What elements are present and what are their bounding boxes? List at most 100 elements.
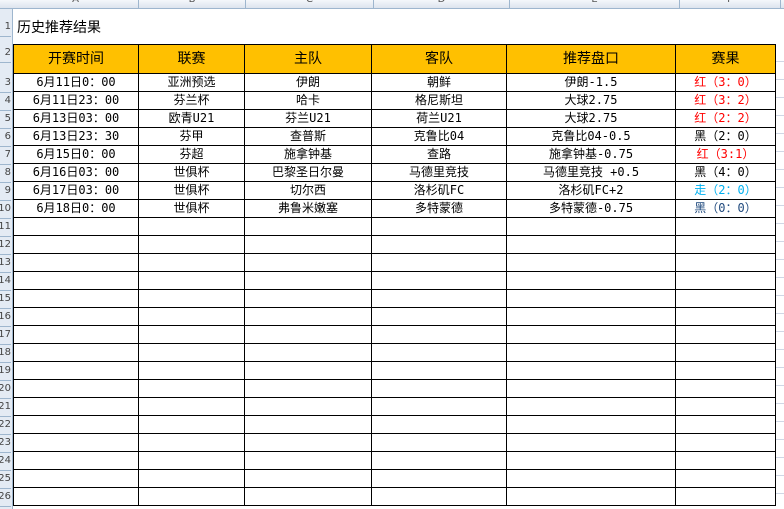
- empty-cell[interactable]: [138, 253, 245, 272]
- row-number[interactable]: 2: [0, 44, 11, 63]
- table-cell[interactable]: 6月16日03：00: [13, 163, 139, 182]
- empty-cell[interactable]: [371, 415, 507, 434]
- empty-cell[interactable]: [675, 433, 776, 452]
- row-number[interactable]: 24: [0, 452, 11, 471]
- empty-cell[interactable]: [244, 271, 372, 290]
- column-header-b[interactable]: B: [139, 0, 246, 8]
- table-cell[interactable]: 芬兰杯: [138, 91, 245, 110]
- empty-cell[interactable]: [371, 217, 507, 236]
- empty-cell[interactable]: [138, 271, 245, 290]
- empty-cell[interactable]: [244, 307, 372, 326]
- row-number[interactable]: 1: [0, 18, 11, 37]
- empty-cell[interactable]: [13, 397, 139, 416]
- table-cell[interactable]: 伊朗: [244, 73, 372, 92]
- empty-cell[interactable]: [13, 361, 139, 380]
- empty-cell[interactable]: [244, 253, 372, 272]
- empty-cell[interactable]: [675, 415, 776, 434]
- table-cell[interactable]: 多特蒙德-0.75: [506, 199, 676, 218]
- empty-cell[interactable]: [138, 433, 245, 452]
- empty-cell[interactable]: [13, 235, 139, 254]
- empty-cell[interactable]: [371, 487, 507, 506]
- empty-cell[interactable]: [244, 343, 372, 362]
- empty-cell[interactable]: [244, 289, 372, 308]
- table-cell[interactable]: 芬甲: [138, 127, 245, 146]
- result-cell[interactable]: 红（3：0）: [675, 73, 776, 92]
- table-cell[interactable]: 世俱杯: [138, 181, 245, 200]
- empty-cell[interactable]: [371, 397, 507, 416]
- empty-cell[interactable]: [138, 235, 245, 254]
- empty-cell[interactable]: [506, 307, 676, 326]
- result-cell[interactable]: 红（2：2）: [675, 109, 776, 128]
- empty-cell[interactable]: [675, 469, 776, 488]
- table-cell[interactable]: 6月18日0：00: [13, 199, 139, 218]
- row-number[interactable]: 23: [0, 434, 11, 453]
- empty-cell[interactable]: [371, 289, 507, 308]
- empty-cell[interactable]: [675, 379, 776, 398]
- row-number[interactable]: 18: [0, 344, 11, 363]
- column-header-d[interactable]: D: [374, 0, 510, 8]
- table-cell[interactable]: 芬超: [138, 145, 245, 164]
- empty-cell[interactable]: [371, 235, 507, 254]
- empty-cell[interactable]: [138, 307, 245, 326]
- empty-cell[interactable]: [244, 415, 372, 434]
- empty-cell[interactable]: [506, 235, 676, 254]
- table-cell[interactable]: 查普斯: [244, 127, 372, 146]
- column-header-f[interactable]: F: [680, 0, 781, 8]
- result-cell[interactable]: 走（2：0）: [675, 181, 776, 200]
- table-cell[interactable]: 荷兰U21: [371, 109, 507, 128]
- result-cell[interactable]: 黑（2：0）: [675, 127, 776, 146]
- empty-cell[interactable]: [244, 433, 372, 452]
- row-number[interactable]: 16: [0, 308, 11, 327]
- table-cell[interactable]: 克鲁比04: [371, 127, 507, 146]
- empty-cell[interactable]: [675, 289, 776, 308]
- empty-cell[interactable]: [13, 433, 139, 452]
- empty-cell[interactable]: [506, 397, 676, 416]
- header-cell[interactable]: 主队: [244, 44, 372, 74]
- row-number[interactable]: 25: [0, 470, 11, 489]
- empty-cell[interactable]: [506, 487, 676, 506]
- empty-cell[interactable]: [138, 379, 245, 398]
- row-number[interactable]: 10: [0, 200, 11, 219]
- column-header-c[interactable]: C: [246, 0, 374, 8]
- empty-cell[interactable]: [244, 235, 372, 254]
- table-cell[interactable]: 6月13日23：30: [13, 127, 139, 146]
- empty-cell[interactable]: [138, 343, 245, 362]
- empty-cell[interactable]: [675, 217, 776, 236]
- empty-cell[interactable]: [506, 415, 676, 434]
- empty-cell[interactable]: [371, 343, 507, 362]
- header-cell[interactable]: 联赛: [138, 44, 245, 74]
- empty-cell[interactable]: [675, 307, 776, 326]
- empty-cell[interactable]: [138, 289, 245, 308]
- empty-cell[interactable]: [371, 325, 507, 344]
- table-cell[interactable]: 查路: [371, 145, 507, 164]
- empty-cell[interactable]: [244, 361, 372, 380]
- table-cell[interactable]: 巴黎圣日尔曼: [244, 163, 372, 182]
- table-cell[interactable]: 6月15日0：00: [13, 145, 139, 164]
- table-cell[interactable]: 施拿钟基: [244, 145, 372, 164]
- empty-cell[interactable]: [675, 253, 776, 272]
- table-cell[interactable]: 哈卡: [244, 91, 372, 110]
- table-cell[interactable]: 6月17日03：00: [13, 181, 139, 200]
- empty-cell[interactable]: [13, 415, 139, 434]
- empty-cell[interactable]: [675, 397, 776, 416]
- empty-cell[interactable]: [675, 361, 776, 380]
- row-number[interactable]: 17: [0, 326, 11, 345]
- table-cell[interactable]: 世俱杯: [138, 163, 245, 182]
- empty-cell[interactable]: [244, 325, 372, 344]
- empty-cell[interactable]: [13, 289, 139, 308]
- empty-cell[interactable]: [138, 415, 245, 434]
- row-number[interactable]: 14: [0, 272, 11, 291]
- table-cell[interactable]: 朝鲜: [371, 73, 507, 92]
- result-cell[interactable]: 红（3：2）: [675, 91, 776, 110]
- empty-cell[interactable]: [675, 487, 776, 506]
- empty-cell[interactable]: [244, 397, 372, 416]
- table-cell[interactable]: 亚洲预选: [138, 73, 245, 92]
- empty-cell[interactable]: [13, 307, 139, 326]
- column-header-e[interactable]: E: [510, 0, 680, 8]
- row-number[interactable]: 20: [0, 380, 11, 399]
- empty-cell[interactable]: [371, 361, 507, 380]
- empty-cell[interactable]: [138, 451, 245, 470]
- empty-cell[interactable]: [13, 271, 139, 290]
- empty-cell[interactable]: [506, 343, 676, 362]
- empty-cell[interactable]: [506, 433, 676, 452]
